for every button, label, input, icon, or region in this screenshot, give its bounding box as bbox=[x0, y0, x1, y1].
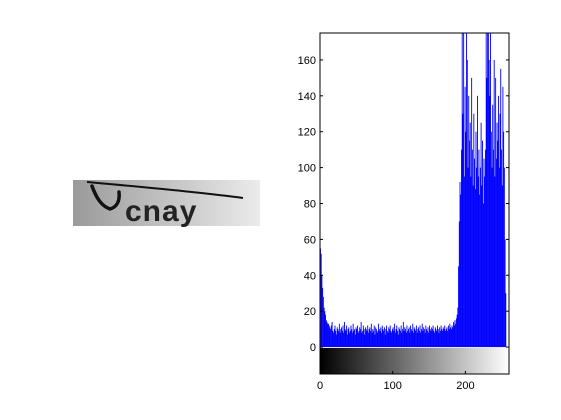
y-tick-label: 40 bbox=[304, 270, 316, 282]
captcha-image: cnay bbox=[73, 180, 260, 228]
y-tick-label: 80 bbox=[304, 199, 316, 211]
y-tick-label: 20 bbox=[304, 306, 316, 318]
x-tick-label: 100 bbox=[384, 380, 402, 392]
histogram-bar bbox=[505, 293, 506, 347]
y-tick-label: 100 bbox=[298, 163, 316, 175]
y-tick-label: 0 bbox=[310, 342, 316, 354]
y-tick-label: 120 bbox=[298, 127, 316, 139]
x-tick-label: 200 bbox=[456, 380, 474, 392]
y-tick-label: 160 bbox=[298, 55, 316, 67]
y-tick-label: 60 bbox=[304, 234, 316, 246]
y-tick-label: 140 bbox=[298, 91, 316, 103]
captcha-text: cnay bbox=[125, 195, 197, 228]
histogram-plot: 0 20 40 60 80 100 120 140 160 0 100 200 bbox=[298, 33, 509, 392]
x-tick-label: 0 bbox=[317, 380, 323, 392]
colorbar-gradient bbox=[320, 348, 509, 374]
